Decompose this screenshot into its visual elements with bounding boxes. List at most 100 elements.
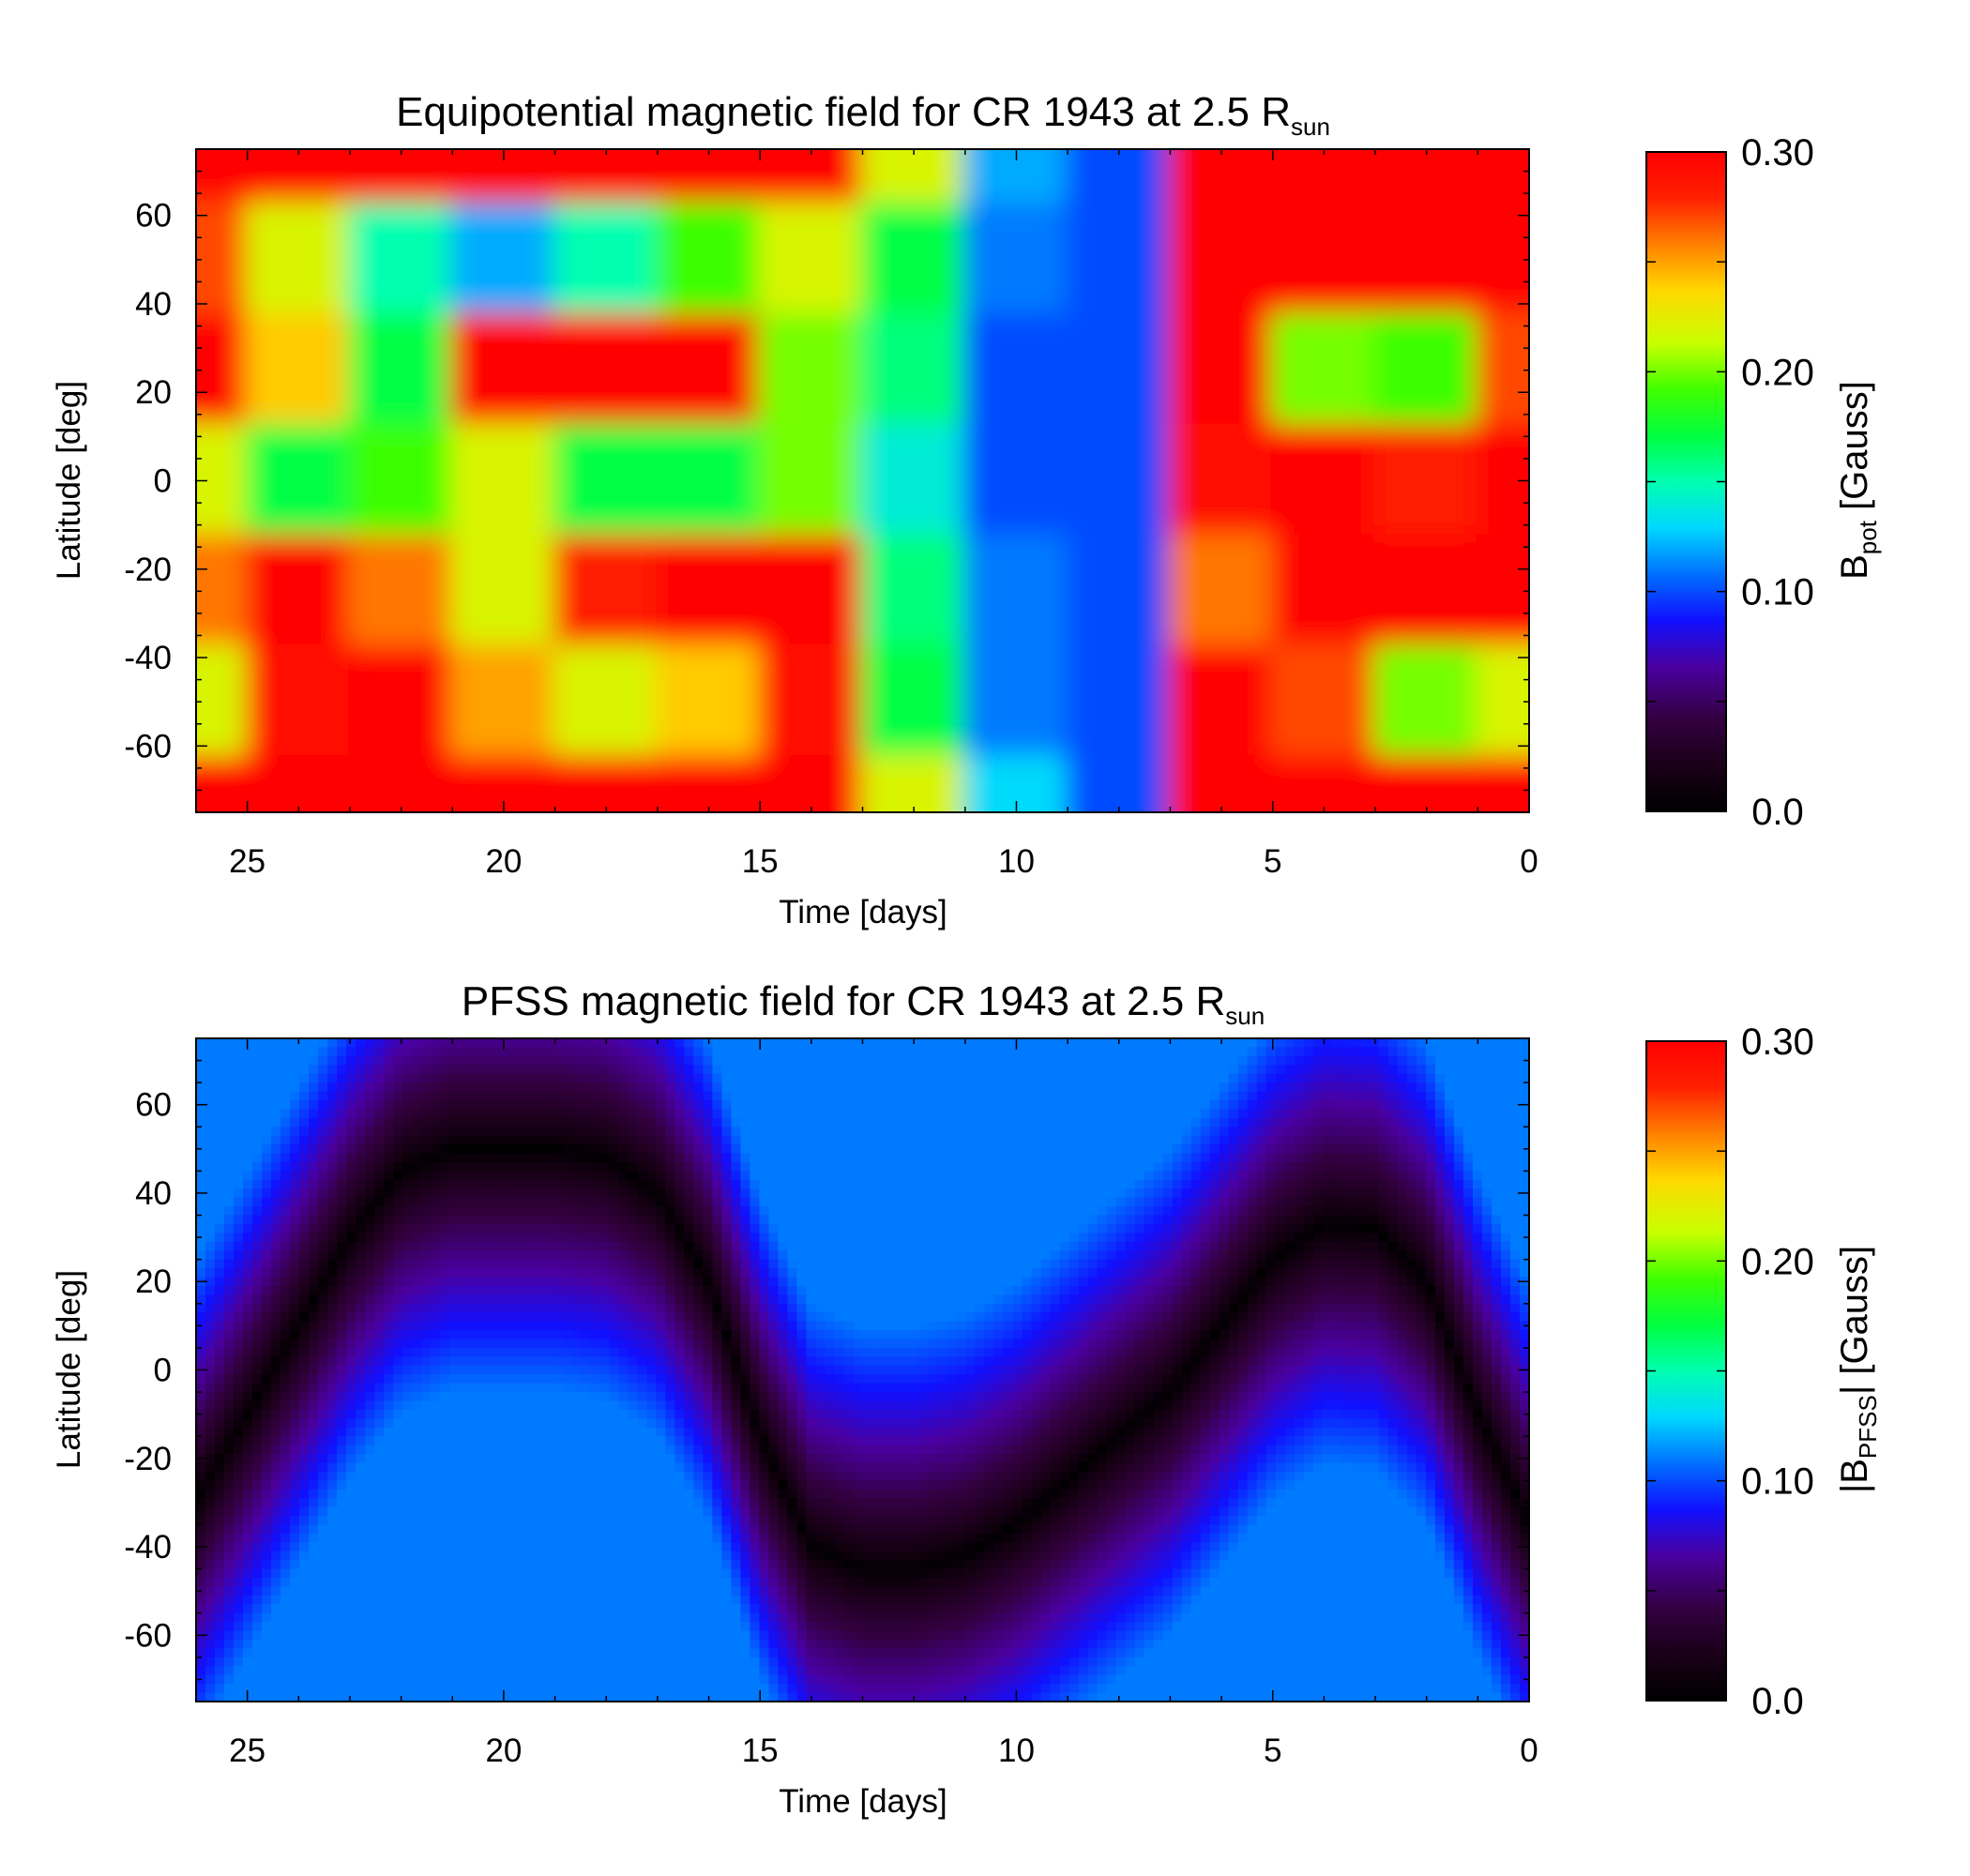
heatmap-cell	[778, 1135, 789, 1145]
heatmap-cell	[496, 1462, 508, 1473]
heatmap-cell	[346, 1188, 356, 1199]
heatmap-cell	[618, 1179, 629, 1190]
heatmap-cell	[271, 1524, 281, 1535]
heatmap-cell	[674, 1038, 686, 1049]
heatmap-cell	[224, 1622, 235, 1632]
heatmap-cell	[524, 1277, 536, 1287]
heatmap-cell	[740, 1480, 751, 1490]
heatmap-cell	[712, 1171, 723, 1181]
heatmap-cell	[750, 1099, 761, 1111]
heatmap-cell	[571, 1560, 583, 1570]
heatmap-cell	[712, 1303, 723, 1314]
heatmap-cell	[449, 1161, 460, 1172]
heatmap-cell	[778, 1356, 789, 1367]
heatmap-cell	[459, 1047, 470, 1057]
heatmap-cell	[562, 1065, 573, 1075]
heatmap-cell	[599, 1612, 611, 1623]
heatmap-cell	[703, 1099, 714, 1111]
heatmap-cell	[337, 1135, 347, 1145]
heatmap-cell	[205, 1551, 216, 1561]
heatmap-cell	[553, 1233, 564, 1243]
heatmap-cell	[590, 1630, 601, 1641]
heatmap-cell	[674, 1127, 686, 1137]
heatmap-cell	[778, 1392, 789, 1402]
heatmap-cell	[356, 1427, 366, 1437]
heatmap-cell	[205, 1418, 216, 1429]
heatmap-cell	[468, 1427, 479, 1437]
heatmap-cell	[609, 1117, 620, 1128]
heatmap-cell	[477, 1223, 489, 1234]
heatmap-cell	[384, 1347, 394, 1358]
heatmap-cell	[421, 1109, 432, 1119]
heatmap-cell	[581, 1409, 592, 1420]
heatmap-cell	[721, 1436, 733, 1446]
heatmap-cell	[224, 1445, 235, 1455]
heatmap-cell	[252, 1445, 263, 1455]
heatmap-cell	[496, 1206, 508, 1217]
heatmap-cell	[280, 1206, 291, 1217]
heatmap-cell	[581, 1471, 592, 1482]
heatmap-cell	[487, 1612, 498, 1623]
heatmap-cell	[205, 1065, 216, 1075]
heatmap-cell	[534, 1578, 545, 1588]
heatmap-cell	[487, 1506, 498, 1517]
heatmap-cell	[684, 1179, 695, 1190]
heatmap-cell	[346, 1206, 356, 1217]
heatmap-cell	[393, 1480, 403, 1490]
heatmap-cell	[468, 1640, 479, 1650]
heatmap-cell	[581, 1135, 592, 1145]
heatmap-cell	[384, 1516, 394, 1526]
heatmap-cell	[365, 1568, 375, 1579]
heatmap-cell	[684, 1109, 695, 1119]
heatmap-cell	[562, 1356, 573, 1367]
heatmap-cell	[299, 1445, 310, 1455]
heatmap-cell	[581, 1312, 592, 1323]
heatmap-cell	[637, 1233, 648, 1243]
heatmap-cell	[421, 1241, 432, 1252]
heatmap-cell	[674, 1657, 686, 1668]
heatmap-cell	[487, 1259, 498, 1269]
heatmap-cell	[205, 1117, 216, 1128]
heatmap-cell	[609, 1073, 620, 1083]
heatmap-cell	[384, 1648, 394, 1658]
heatmap-cell	[243, 1073, 253, 1083]
heatmap-cell	[534, 1542, 545, 1552]
heatmap-cell	[543, 1127, 554, 1137]
heatmap-cell	[243, 1038, 253, 1049]
heatmap-cell	[290, 1091, 300, 1101]
heatmap-cell	[327, 1268, 338, 1278]
heatmap-cell	[299, 1560, 310, 1570]
heatmap-cell	[346, 1674, 356, 1685]
heatmap-cell	[468, 1144, 479, 1155]
heatmap-cell	[590, 1109, 601, 1119]
heatmap-cell	[280, 1648, 291, 1658]
heatmap-cell	[346, 1604, 356, 1614]
heatmap-cell	[393, 1560, 403, 1570]
heatmap-cell	[562, 1612, 573, 1623]
heatmap-cell	[477, 1462, 489, 1473]
heatmap-cell	[693, 1630, 705, 1641]
heatmap-cell	[234, 1542, 244, 1552]
heatmap-cell	[262, 1171, 272, 1181]
heatmap-cell	[562, 1082, 573, 1093]
heatmap-cell	[712, 1099, 723, 1111]
heatmap-cell	[327, 1674, 338, 1685]
heatmap-cell	[393, 1498, 403, 1508]
heatmap-cell	[393, 1418, 403, 1429]
heatmap-cell	[412, 1374, 422, 1384]
heatmap-cell	[374, 1392, 385, 1402]
heatmap-cell	[581, 1188, 592, 1199]
heatmap-cell	[599, 1489, 611, 1499]
heatmap-cell	[440, 1259, 450, 1269]
heatmap-cell	[515, 1604, 526, 1614]
heatmap-cell	[721, 1330, 733, 1340]
heatmap-cell	[477, 1321, 489, 1331]
heatmap-cell	[628, 1604, 639, 1614]
heatmap-cell	[402, 1347, 413, 1358]
heatmap-cell	[506, 1454, 517, 1464]
heatmap-cell	[327, 1445, 338, 1455]
heatmap-cell	[778, 1436, 789, 1446]
heatmap-cell	[703, 1233, 714, 1243]
heatmap-cell	[309, 1356, 319, 1367]
